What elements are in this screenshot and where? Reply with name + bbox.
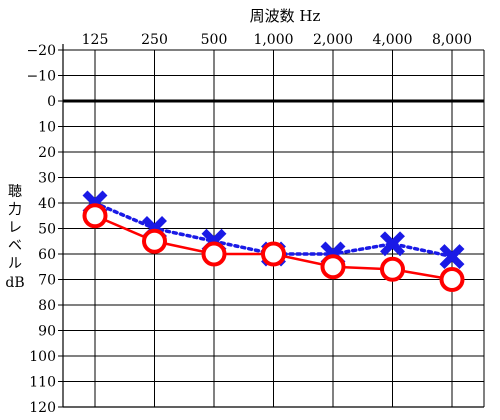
y-axis-label-char: dB xyxy=(5,275,24,291)
chart-title: 周波数 Hz xyxy=(250,7,321,25)
y-axis-label-char: ベ xyxy=(8,238,22,254)
x-tick-label: 8,000 xyxy=(432,32,472,48)
x-marker xyxy=(380,231,405,257)
y-tick-label: 100 xyxy=(29,349,56,365)
x-tick-label: 1,000 xyxy=(253,32,293,48)
x-tick-labels: 125 250 500 1,000 2,000 4,000 8,000 xyxy=(82,32,472,48)
x-tick-label: 500 xyxy=(201,32,228,48)
y-tick-label: 0 xyxy=(47,94,56,110)
y-axis-label-char: 力 xyxy=(8,202,22,218)
series xyxy=(82,190,465,292)
x-tick-label: 4,000 xyxy=(372,32,412,48)
y-tick-label: 90 xyxy=(38,324,56,340)
x-tick-label: 125 xyxy=(82,32,109,48)
y-tick-label: −10 xyxy=(26,69,56,85)
y-tick-label: 10 xyxy=(38,120,56,136)
axes xyxy=(58,44,485,408)
y-tick-label: 20 xyxy=(38,145,56,161)
x-marker xyxy=(439,244,465,270)
circle-marker xyxy=(439,267,465,292)
y-tick-label: 50 xyxy=(38,222,56,238)
y-tick-label: 110 xyxy=(29,375,56,391)
series-circle-markers xyxy=(82,203,465,292)
circle-marker xyxy=(261,241,286,267)
y-tick-label: 40 xyxy=(38,196,56,212)
circle-marker xyxy=(82,203,108,229)
y-tick-label: 80 xyxy=(38,298,56,314)
y-axis-label-char: レ xyxy=(8,220,22,236)
x-tick-label: 250 xyxy=(141,32,168,48)
circle-marker xyxy=(380,256,405,282)
circle-marker xyxy=(142,228,167,254)
y-tick-label: −20 xyxy=(26,43,56,59)
y-tick-label: 60 xyxy=(38,247,56,263)
y-tick-label: 30 xyxy=(38,171,56,187)
x-tick-label: 2,000 xyxy=(313,32,353,48)
y-tick-label: 120 xyxy=(29,400,56,416)
y-axis-label-char: ル xyxy=(8,256,22,272)
y-axis-label-char: 聴 xyxy=(8,184,22,200)
circle-marker xyxy=(201,241,227,267)
y-tick-label: 70 xyxy=(38,273,56,289)
y-tick-labels: −20 −10 0 10 20 30 40 50 60 70 80 90 100 110 120 xyxy=(26,43,56,416)
circle-marker xyxy=(320,254,346,280)
